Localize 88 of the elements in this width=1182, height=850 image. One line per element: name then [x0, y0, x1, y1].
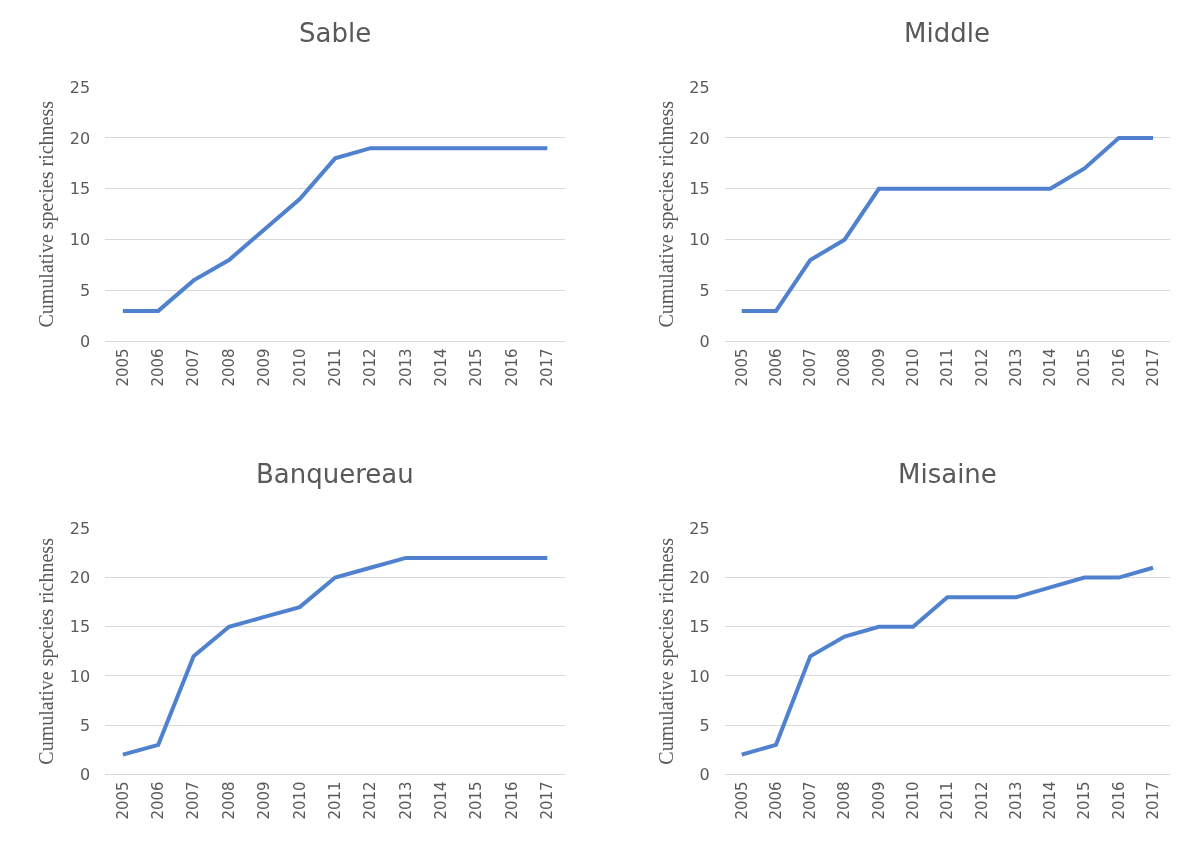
x-tick-label: 2015: [1075, 781, 1094, 820]
x-tick-label: 2008: [219, 348, 238, 387]
x-tick-label: 2013: [396, 348, 415, 387]
x-tick-label: 2006: [149, 348, 168, 387]
y-tick-label: 15: [689, 617, 710, 637]
y-tick-label: 5: [80, 715, 91, 735]
y-tick-label: 15: [69, 179, 91, 199]
line-series: [120, 146, 550, 313]
x-tick-label: 2012: [972, 781, 991, 820]
chart-title: Middle: [904, 18, 990, 48]
x-tick-label: 2013: [1006, 781, 1025, 820]
x-tick-label: 2005: [113, 348, 132, 387]
x-tick-label: 2016: [502, 348, 521, 387]
y-tick-label: 0: [699, 332, 710, 351]
x-tick-label: 2007: [184, 781, 203, 820]
y-tick-label: 0: [80, 332, 91, 351]
y-tick-label: 10: [689, 666, 710, 686]
x-tick-label: 2007: [801, 781, 820, 820]
y-tick-label: 10: [69, 666, 91, 686]
x-tick-label: 2005: [732, 781, 751, 820]
line-series: [739, 565, 1156, 757]
x-tick-label: 2016: [1109, 348, 1128, 387]
x-tick-label: 2016: [1109, 781, 1128, 820]
x-tick-label: 2011: [325, 781, 344, 820]
line-series: [739, 135, 1156, 313]
y-axis-title: Cumulative species richness: [35, 537, 59, 765]
y-tick-label: 5: [80, 281, 91, 301]
x-tick-label: 2008: [835, 781, 854, 820]
y-tick-label: 20: [69, 568, 91, 588]
y-tick-label: 10: [69, 230, 91, 250]
y-tick-label: 20: [69, 128, 91, 148]
x-tick-label: 2011: [938, 348, 957, 387]
x-tick-label: 2012: [972, 348, 991, 387]
x-tick-label: 2017: [538, 781, 557, 820]
y-tick-label: 25: [689, 77, 710, 97]
x-tick-label: 2009: [869, 348, 888, 387]
y-tick-label: 20: [689, 568, 710, 588]
y-tick-label: 5: [699, 715, 710, 735]
x-tick-label: 2007: [184, 348, 203, 387]
x-tick-label: 2015: [467, 781, 486, 820]
x-tick-label: 2013: [396, 781, 415, 820]
x-tick-label: 2016: [502, 781, 521, 820]
x-tick-label: 2006: [149, 781, 168, 820]
x-tick-label: 2017: [1143, 348, 1162, 387]
x-tick-label: 2014: [432, 348, 451, 387]
y-tick-label: 15: [689, 179, 710, 199]
x-tick-label: 2010: [290, 348, 309, 387]
y-tick-label: 20: [689, 128, 710, 148]
x-tick-label: 2008: [835, 348, 854, 387]
y-axis-title: Cumulative species richness: [654, 100, 678, 328]
y-axis-title: Cumulative species richness: [35, 100, 59, 328]
chart-title: Banquereau: [256, 459, 414, 489]
x-tick-label: 2012: [361, 781, 380, 820]
y-tick-label: 5: [699, 281, 710, 301]
x-tick-label: 2017: [1143, 781, 1162, 820]
x-tick-label: 2011: [938, 781, 957, 820]
x-tick-label: 2015: [1075, 348, 1094, 387]
x-tick-label: 2012: [361, 348, 380, 387]
x-tick-label: 2013: [1006, 348, 1025, 387]
x-tick-label: 2011: [325, 348, 344, 387]
chart-title: Sable: [299, 18, 372, 48]
x-tick-label: 2005: [113, 781, 132, 820]
y-tick-label: 0: [80, 764, 91, 784]
y-tick-label: 25: [689, 518, 710, 538]
x-tick-label: 2008: [219, 781, 238, 820]
x-tick-label: 2006: [766, 781, 785, 820]
x-tick-label: 2014: [432, 781, 451, 820]
x-tick-label: 2010: [903, 348, 922, 387]
x-tick-label: 2007: [801, 348, 820, 387]
x-tick-label: 2006: [766, 348, 785, 387]
x-tick-label: 2015: [467, 348, 486, 387]
x-tick-label: 2014: [1041, 781, 1060, 820]
y-tick-label: 25: [69, 77, 91, 97]
y-axis-title: Cumulative species richness: [654, 537, 678, 765]
x-tick-label: 2010: [903, 781, 922, 820]
y-tick-label: 10: [689, 230, 710, 250]
line-series: [120, 555, 550, 757]
x-tick-label: 2009: [869, 781, 888, 820]
y-tick-label: 25: [69, 518, 91, 538]
x-tick-label: 2010: [290, 781, 309, 820]
x-tick-label: 2017: [538, 348, 557, 387]
y-tick-label: 0: [699, 764, 710, 784]
x-tick-label: 2014: [1041, 348, 1060, 387]
y-tick-label: 15: [69, 617, 91, 637]
x-tick-label: 2009: [255, 348, 274, 387]
x-tick-label: 2005: [732, 348, 751, 387]
chart-title: Misaine: [898, 459, 997, 489]
x-tick-label: 2009: [255, 781, 274, 820]
